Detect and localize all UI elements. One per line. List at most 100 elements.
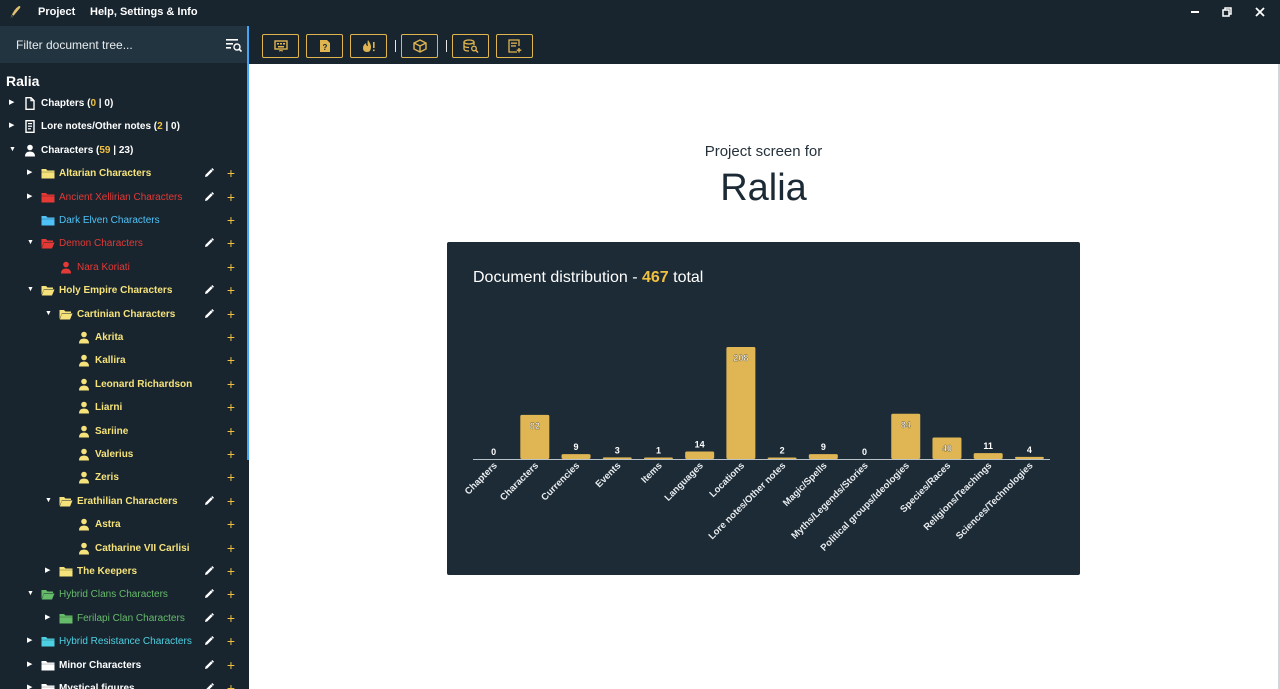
add-document-icon[interactable]: +	[226, 212, 236, 228]
tree-item[interactable]: ▶ Ferilapi Clan Characters +	[0, 609, 248, 629]
chart-bar[interactable]	[643, 457, 673, 460]
tree-item[interactable]: Kallira +	[0, 351, 248, 371]
database-search-button[interactable]	[452, 34, 489, 58]
tree-item[interactable]: ▶ Altarian Characters +	[0, 164, 248, 184]
tree-item[interactable]: Catharine VII Carlisi +	[0, 539, 248, 559]
edit-pencil-icon[interactable]	[203, 191, 215, 203]
edit-pencil-icon[interactable]	[203, 167, 215, 179]
add-document-icon[interactable]: +	[226, 235, 236, 252]
add-note-button[interactable]	[496, 34, 533, 58]
add-document-icon[interactable]: +	[226, 609, 236, 626]
chart-bar[interactable]	[891, 413, 921, 459]
add-document-icon[interactable]: +	[226, 539, 236, 556]
tree-item[interactable]: ▶ Hybrid Resistance Characters +	[0, 632, 248, 652]
add-document-icon[interactable]: +	[226, 446, 236, 462]
add-document-icon[interactable]: +	[226, 375, 236, 392]
add-document-icon[interactable]: +	[226, 188, 236, 205]
add-document-icon[interactable]: +	[226, 656, 236, 673]
add-document-icon[interactable]: +	[226, 399, 236, 416]
add-document-icon[interactable]: +	[226, 469, 236, 486]
add-document-icon[interactable]: +	[226, 305, 236, 322]
tree-item[interactable]: ▶ The Keepers +	[0, 562, 248, 582]
chart-bar[interactable]	[602, 457, 632, 459]
add-document-icon[interactable]: +	[226, 586, 236, 603]
tree-item[interactable]: Zeris +	[0, 468, 248, 488]
add-document-icon[interactable]: +	[226, 680, 236, 689]
tree-item[interactable]: Valerius +	[0, 445, 248, 465]
tree-item[interactable]: ▼ Erathilian Characters +	[0, 492, 248, 512]
tree-item[interactable]: ▼ Hybrid Clans Characters +	[0, 585, 248, 605]
chart-bar[interactable]	[932, 437, 962, 459]
edit-pencil-icon[interactable]	[203, 308, 215, 320]
add-document-icon[interactable]: +	[226, 492, 236, 509]
tree-item[interactable]: ▶ Minor Characters +	[0, 656, 248, 676]
chart-bar[interactable]	[726, 347, 756, 459]
add-document-icon[interactable]: +	[226, 282, 236, 299]
tree-item[interactable]: ▼ Demon Characters +	[0, 234, 248, 254]
chart-bar[interactable]	[520, 414, 550, 459]
chart-bar[interactable]	[973, 453, 1003, 459]
tree-item[interactable]: ▶ Mystical figures +	[0, 679, 248, 689]
tree-item[interactable]: Nara Koriati +	[0, 258, 248, 278]
tree-item[interactable]: Akrita +	[0, 328, 248, 348]
main-scrollbar[interactable]	[1278, 64, 1280, 689]
collapse-arrow-icon[interactable]: ▼	[45, 309, 52, 317]
help-document-button[interactable]: ?	[306, 34, 343, 58]
filter-search-icon[interactable]	[226, 38, 242, 52]
tree-item[interactable]: ▶ Chapters (0 | 0)	[0, 94, 248, 114]
expand-arrow-icon[interactable]: ▶	[27, 169, 33, 177]
expand-arrow-icon[interactable]: ▶	[9, 122, 15, 130]
expand-arrow-icon[interactable]: ▶	[9, 99, 15, 106]
box-button[interactable]	[401, 34, 438, 58]
collapse-arrow-icon[interactable]: ▼	[9, 145, 16, 153]
collapse-arrow-icon[interactable]: ▼	[45, 496, 52, 504]
collapse-arrow-icon[interactable]: ▼	[27, 590, 34, 598]
fire-button[interactable]	[350, 34, 387, 58]
edit-pencil-icon[interactable]	[203, 612, 215, 624]
expand-arrow-icon[interactable]: ▶	[45, 613, 51, 621]
collapse-arrow-icon[interactable]: ▼	[27, 286, 34, 294]
chart-bar[interactable]	[1014, 456, 1044, 459]
edit-pencil-icon[interactable]	[203, 635, 215, 647]
add-document-icon[interactable]: +	[226, 633, 236, 650]
keyboard-button[interactable]	[262, 34, 299, 58]
restore-icon[interactable]	[1220, 5, 1234, 19]
menu-project[interactable]: Project	[38, 6, 76, 18]
filter-input[interactable]: Filter document tree...	[16, 38, 133, 52]
minimize-icon[interactable]	[1188, 5, 1202, 19]
tree-item[interactable]: Sariine +	[0, 422, 248, 442]
add-document-icon[interactable]: +	[226, 422, 236, 439]
chart-bar[interactable]	[767, 457, 797, 460]
tree-item[interactable]: ▶ Lore notes/Other notes (2 | 0)	[0, 117, 248, 137]
chart-bar[interactable]	[685, 451, 715, 459]
edit-pencil-icon[interactable]	[203, 565, 215, 577]
tree-item[interactable]: Dark Elven Characters +	[0, 211, 248, 231]
tree-item[interactable]: ▶ Ancient Xellirian Characters +	[0, 188, 248, 208]
tree-item[interactable]: ▼ Cartinian Characters +	[0, 305, 248, 325]
add-document-icon[interactable]: +	[226, 516, 236, 533]
tree-item[interactable]: Astra +	[0, 515, 248, 535]
tree-item[interactable]: Liarni +	[0, 398, 248, 418]
expand-arrow-icon[interactable]: ▶	[27, 192, 33, 200]
menu-help-settings-info[interactable]: Help, Settings & Info	[90, 6, 198, 18]
edit-pencil-icon[interactable]	[203, 588, 215, 600]
edit-pencil-icon[interactable]	[203, 495, 215, 507]
add-document-icon[interactable]: +	[226, 258, 236, 275]
edit-pencil-icon[interactable]	[203, 659, 215, 671]
edit-pencil-icon[interactable]	[203, 284, 215, 296]
expand-arrow-icon[interactable]: ▶	[45, 567, 51, 574]
sidebar-scrollbar[interactable]	[247, 26, 249, 460]
chart-bar[interactable]	[808, 454, 838, 459]
expand-arrow-icon[interactable]: ▶	[27, 660, 33, 668]
edit-pencil-icon[interactable]	[203, 237, 215, 249]
chart-bar[interactable]	[561, 454, 591, 459]
expand-arrow-icon[interactable]: ▶	[27, 637, 33, 645]
tree-item[interactable]: Leonard Richardson +	[0, 375, 248, 395]
edit-pencil-icon[interactable]	[203, 682, 215, 689]
add-document-icon[interactable]: +	[226, 352, 236, 369]
add-document-icon[interactable]: +	[226, 329, 236, 345]
add-document-icon[interactable]: +	[226, 165, 236, 182]
tree-item[interactable]: ▼ Characters (59 | 23)	[0, 141, 248, 161]
close-icon[interactable]	[1253, 5, 1267, 19]
collapse-arrow-icon[interactable]: ▼	[27, 239, 34, 247]
